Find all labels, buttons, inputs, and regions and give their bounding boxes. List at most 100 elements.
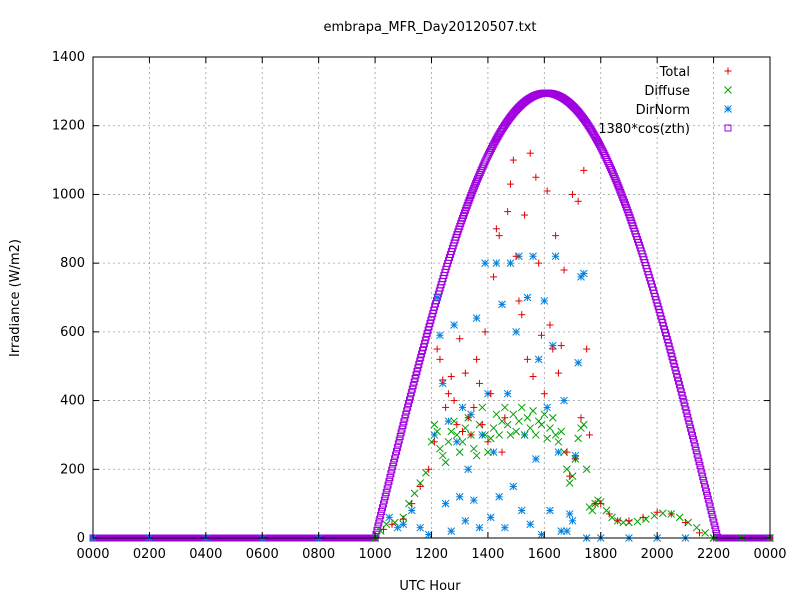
data-point xyxy=(442,403,450,411)
data-point xyxy=(438,451,447,460)
data-point xyxy=(512,427,520,436)
data-point xyxy=(709,514,717,522)
data-point xyxy=(410,378,418,386)
data-point xyxy=(475,523,484,532)
data-point xyxy=(484,448,492,456)
data-point xyxy=(702,488,710,496)
y-tick-label: 200 xyxy=(60,462,85,477)
data-point xyxy=(560,266,568,274)
legend-label: Total xyxy=(659,65,690,80)
data-point xyxy=(712,526,720,534)
data-point xyxy=(498,300,506,309)
data-point xyxy=(450,397,458,405)
data-point xyxy=(444,417,453,426)
data-point xyxy=(490,273,498,281)
data-point xyxy=(608,168,616,176)
data-point xyxy=(492,259,501,267)
data-point xyxy=(551,431,560,439)
data-point xyxy=(465,196,473,204)
data-point xyxy=(537,420,546,429)
data-point xyxy=(543,187,551,195)
x-tick-label: 1800 xyxy=(584,547,617,562)
data-point xyxy=(405,400,413,408)
y-tick-label: 1400 xyxy=(52,50,85,65)
data-point xyxy=(693,450,701,458)
data-point xyxy=(399,515,407,523)
data-point xyxy=(397,429,405,437)
data-point xyxy=(384,481,392,489)
data-point xyxy=(583,345,591,353)
data-point xyxy=(409,382,417,390)
data-point xyxy=(393,444,401,452)
data-point xyxy=(540,410,549,419)
data-point xyxy=(695,529,703,537)
data-point xyxy=(673,370,681,378)
data-point xyxy=(469,444,478,453)
data-point xyxy=(552,232,560,240)
data-point xyxy=(694,454,702,462)
data-point xyxy=(489,448,498,456)
data-point xyxy=(551,252,560,261)
data-point xyxy=(554,369,562,377)
data-point xyxy=(543,434,552,443)
data-point xyxy=(425,465,433,473)
x-tick-label: 0000 xyxy=(76,547,109,562)
data-point xyxy=(526,520,535,529)
data-point xyxy=(605,510,613,518)
data-point xyxy=(615,184,623,192)
data-point xyxy=(504,208,512,216)
data-point xyxy=(461,369,469,377)
data-point xyxy=(672,367,680,375)
data-point xyxy=(566,472,574,480)
data-point xyxy=(529,373,537,381)
data-point xyxy=(580,166,588,174)
data-point xyxy=(711,522,719,530)
data-point xyxy=(399,421,407,429)
data-point xyxy=(458,403,467,412)
data-point xyxy=(407,506,416,515)
data-point xyxy=(475,379,483,387)
data-point xyxy=(540,297,549,305)
data-point xyxy=(688,428,696,436)
data-point xyxy=(700,476,708,484)
data-point xyxy=(381,492,389,500)
data-point xyxy=(406,392,414,400)
data-point xyxy=(515,297,523,305)
data-point xyxy=(407,389,415,397)
legend-marker xyxy=(724,86,732,94)
data-point xyxy=(441,458,450,467)
data-point xyxy=(517,506,526,515)
grid-lines xyxy=(93,57,770,538)
data-point xyxy=(518,311,526,319)
data-point xyxy=(492,410,501,419)
data-point xyxy=(469,496,478,505)
data-point xyxy=(569,190,577,198)
data-point xyxy=(625,517,633,525)
data-point xyxy=(521,211,529,219)
data-point xyxy=(486,513,495,522)
data-point xyxy=(412,371,420,379)
data-point xyxy=(582,465,591,474)
data-point xyxy=(577,414,585,422)
data-point xyxy=(532,455,540,463)
data-point xyxy=(705,499,713,507)
data-point xyxy=(400,418,408,426)
data-point xyxy=(492,225,500,233)
data-point xyxy=(681,402,689,410)
data-point xyxy=(470,184,478,192)
data-point xyxy=(506,259,515,267)
data-point xyxy=(500,403,509,412)
x-axis-label: UTC Hour xyxy=(399,579,461,594)
data-point xyxy=(464,414,472,422)
data-point xyxy=(517,403,526,412)
data-point xyxy=(549,345,557,353)
data-point xyxy=(674,374,682,382)
data-point xyxy=(408,385,416,393)
data-point xyxy=(614,517,622,525)
data-point xyxy=(677,388,685,396)
y-tick-label: 800 xyxy=(60,256,85,271)
data-point xyxy=(512,252,520,260)
data-point xyxy=(433,345,441,353)
data-point xyxy=(388,466,396,474)
